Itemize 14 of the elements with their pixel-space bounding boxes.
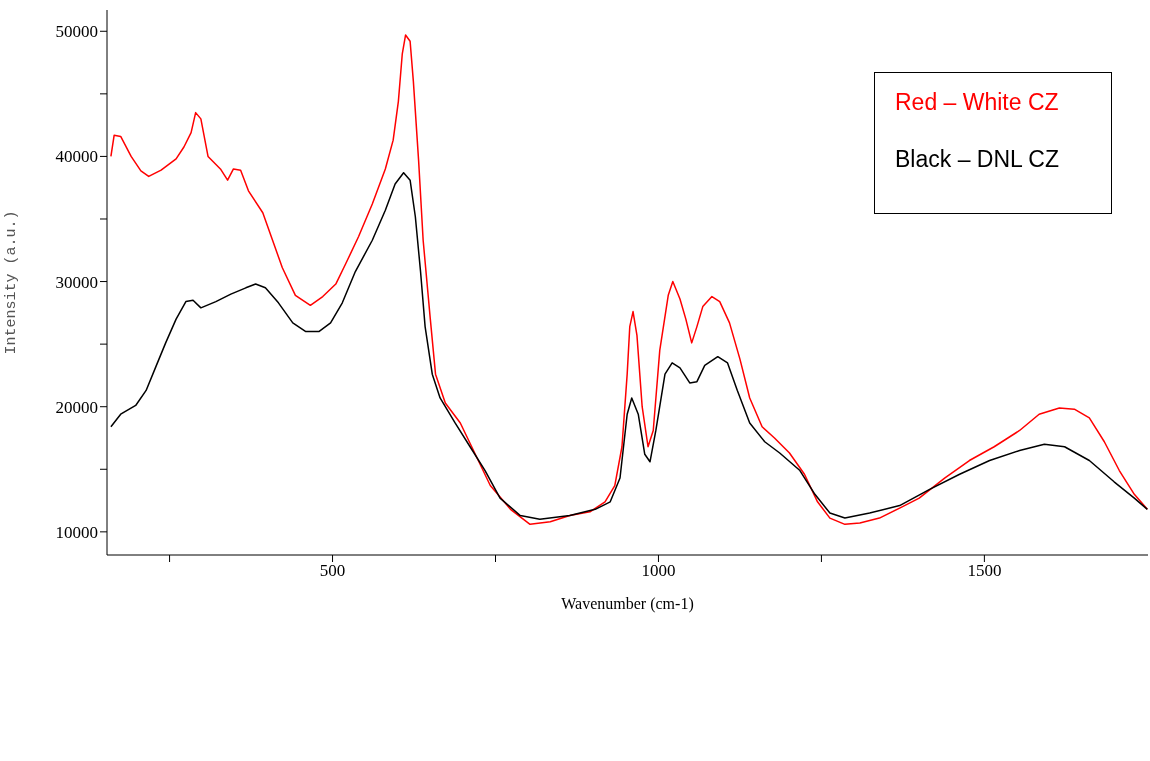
y-tick-label: 30000 xyxy=(55,272,98,292)
line-series xyxy=(110,171,1148,521)
line-series xyxy=(110,34,1148,526)
y-tick-label: 40000 xyxy=(55,147,98,167)
text: Red – White CZ xyxy=(895,89,1060,116)
x-axis-title: Wavenumber (cm-1) xyxy=(561,595,694,613)
x-tick-label: 1000 xyxy=(641,561,676,581)
y-tick-label: 50000 xyxy=(55,22,98,42)
x-tick-label: 500 xyxy=(319,561,346,581)
y-tick-label: 10000 xyxy=(55,522,98,542)
text: Black – DNL CZ xyxy=(895,146,1061,173)
y-axis-title: Intensity (a.u.) xyxy=(3,210,21,355)
x-tick-label: 1500 xyxy=(967,561,1002,581)
y-tick-label: 20000 xyxy=(55,397,98,417)
